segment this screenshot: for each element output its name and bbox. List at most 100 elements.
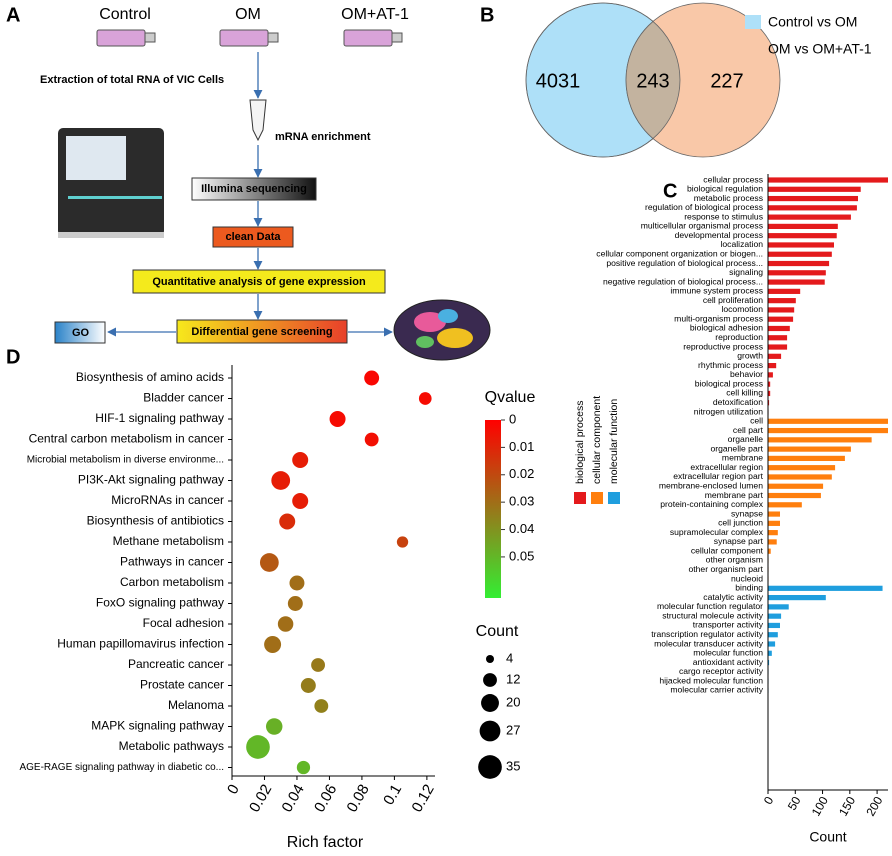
bar [768, 242, 834, 248]
bar [768, 659, 770, 666]
size-legend-mark [483, 673, 497, 687]
bubble [289, 575, 305, 591]
bar [768, 279, 825, 285]
y-tick-label: reproduction [715, 332, 763, 342]
y-tick-label: FoxO signaling pathway [96, 596, 224, 610]
bar [768, 335, 788, 341]
y-tick-label: cellular component organization or bioge… [596, 249, 763, 259]
colorbar-tick-label: 0.03 [509, 494, 534, 509]
y-tick-label: cellular component [691, 545, 764, 555]
y-tick-label: negative regulation of biological proces… [603, 276, 763, 286]
bar [768, 195, 858, 202]
x-tick-label: 0 [224, 781, 243, 797]
x-tick-label: 0.06 [311, 781, 340, 815]
bubble [396, 536, 409, 548]
size-legend-mark [478, 755, 502, 779]
y-tick-label: supramolecular complex [670, 527, 764, 537]
x-tick-label: 0.1 [380, 781, 405, 808]
bubble [418, 392, 432, 405]
workflow: Control OM OM+AT-1 Extraction of total R… [40, 6, 491, 361]
y-tick-label: HIF-1 signaling pathway [95, 411, 224, 425]
size-legend-label: 20 [506, 694, 520, 709]
y-tick-label: membrane-enclosed lumen [659, 481, 763, 491]
bar [768, 502, 802, 508]
bar [768, 427, 888, 434]
y-tick-label: biological process [695, 378, 763, 388]
x-tick-label: 0 [761, 794, 777, 807]
bar [768, 251, 832, 257]
bar [768, 613, 782, 619]
bar [768, 372, 773, 378]
tube [249, 99, 267, 142]
venn-count: 4031 [536, 70, 581, 92]
size-legend-label: 27 [506, 722, 520, 737]
group-label: Control [99, 6, 151, 23]
y-tick-label: biological adhesion [690, 323, 763, 333]
y-tick-label: Pancreatic cancer [128, 657, 224, 671]
sequencer [58, 128, 164, 238]
y-tick-label: Focal adhesion [143, 616, 224, 630]
y-tick-label: cellular process [703, 174, 763, 184]
y-tick-label: synapse part [714, 536, 764, 546]
bar [768, 288, 801, 294]
bar [768, 270, 826, 276]
bar [768, 298, 796, 304]
y-tick-label: Biosynthesis of amino acids [76, 370, 224, 384]
step-box [132, 269, 386, 294]
step-label: Differential gene screening [191, 326, 332, 338]
y-tick-label: nucleoid [731, 573, 763, 583]
panel-label: A [6, 4, 20, 26]
bubble [296, 760, 311, 775]
venn-outline [525, 2, 681, 158]
step-label: Quantitative analysis of gene expression [152, 276, 366, 288]
panel-label: D [6, 346, 20, 368]
bar [768, 520, 780, 526]
y-tick-label: antioxidant activity [693, 657, 764, 667]
step-label: mRNA enrichment [275, 131, 371, 143]
x-axis-title: Count [809, 829, 846, 845]
y-tick-label: molecular transducer activity [654, 638, 764, 648]
bubble [329, 411, 346, 427]
bar [768, 344, 788, 350]
y-tick-label: MicroRNAs in cancer [111, 493, 224, 507]
y-tick-label: transporter activity [693, 620, 764, 630]
bar [768, 539, 777, 545]
bar [768, 595, 826, 601]
y-tick-label: Central carbon metabolism in cancer [29, 432, 224, 446]
x-tick-label: 200 [863, 794, 885, 819]
bar [768, 437, 872, 443]
bubble [364, 432, 379, 447]
bubble [259, 553, 279, 572]
colorbar-tick-label: 0.01 [509, 439, 534, 454]
bar [768, 632, 778, 638]
colorbar-tick-label: 0.02 [509, 466, 534, 481]
y-tick-label: Carbon metabolism [120, 575, 224, 589]
legend-swatch [745, 15, 761, 29]
venn-overlap [625, 3, 680, 157]
y-tick-label: immune system process [670, 286, 763, 296]
size-legend-label: 35 [506, 758, 520, 773]
y-tick-label: cargo receptor activity [679, 666, 764, 676]
group-label: OM+AT-1 [341, 6, 409, 23]
bubble [264, 636, 282, 653]
colorbar-tick-label: 0.05 [509, 548, 534, 563]
y-tick-label: extracellular region [690, 462, 763, 472]
y-tick-label: transcription regulator activity [651, 629, 763, 639]
step-label: Extraction of total RNA of VIC Cells [40, 74, 224, 86]
y-tick-label: Methane metabolism [113, 534, 224, 548]
y-tick-label: regulation of biological process [645, 202, 763, 212]
x-tick-label: 0.04 [279, 781, 308, 815]
bar [768, 548, 771, 554]
y-tick-label: PI3K-Akt signaling pathway [78, 473, 224, 487]
bubble [300, 678, 316, 693]
bubble [277, 616, 294, 632]
colorbar [485, 420, 501, 598]
y-tick-label: organelle part [710, 443, 763, 453]
step-label: Illumina sequencing [201, 183, 307, 195]
bar [768, 186, 861, 192]
y-tick-label: extracellular region part [673, 471, 763, 481]
y-tick-label: Metabolic pathways [119, 739, 224, 753]
y-tick-label: multicellular organismal process [641, 221, 763, 231]
y-tick-label: membrane part [705, 490, 764, 500]
y-tick-label: cell killing [726, 388, 763, 398]
